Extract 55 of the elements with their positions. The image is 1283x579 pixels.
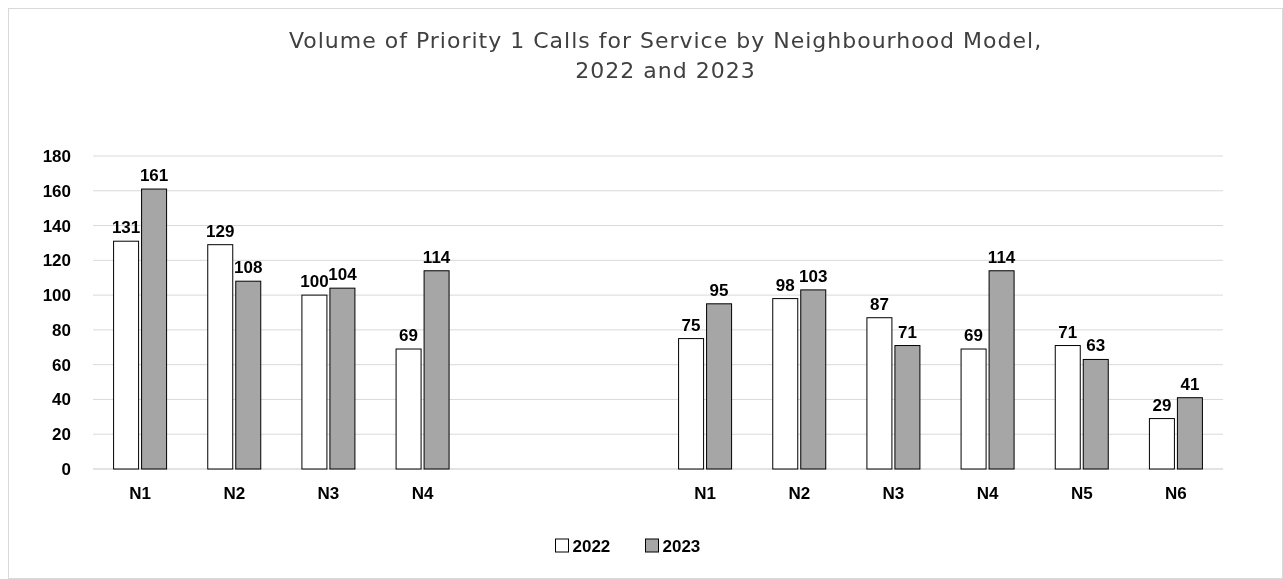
y-tick-label: 140: [42, 216, 71, 236]
data-label: 131: [111, 218, 141, 238]
x-tick-label: N6: [1165, 484, 1187, 503]
data-label: 29: [1152, 395, 1172, 415]
y-tick-label: 120: [42, 251, 71, 271]
data-label: 95: [709, 280, 729, 300]
y-tick-label: 60: [52, 355, 71, 375]
bar: [800, 289, 827, 470]
data-label: 100: [300, 272, 329, 292]
x-tick-label: N3: [882, 484, 905, 503]
bar: [235, 280, 262, 470]
data-label: 71: [897, 322, 917, 342]
y-tick-label: 0: [61, 459, 71, 479]
legend-label: 2023: [662, 536, 701, 556]
data-label: 129: [206, 221, 235, 241]
data-label: 87: [869, 294, 889, 314]
data-label: 69: [399, 326, 419, 346]
y-tick-label: 80: [52, 320, 71, 340]
x-tick-label: N1: [129, 484, 151, 503]
y-tick-label: 160: [42, 181, 71, 201]
data-label: 75: [681, 315, 701, 335]
y-tick-label: 40: [52, 390, 71, 410]
bar: [1176, 397, 1203, 470]
data-label: 69: [964, 326, 984, 346]
data-label: 71: [1058, 322, 1078, 342]
y-tick-label: 20: [52, 425, 71, 445]
data-label: 108: [234, 258, 263, 278]
x-tick-label: N1: [694, 484, 716, 503]
data-label: 114: [987, 247, 1016, 267]
y-tick-label: 100: [42, 286, 71, 306]
bar: [1082, 358, 1109, 470]
bar: [772, 298, 799, 470]
legend-label: 2022: [572, 536, 611, 556]
bar: [1148, 418, 1175, 470]
x-tick-label: N4: [411, 484, 434, 503]
bar: [113, 240, 140, 470]
x-tick-label: N5: [1070, 484, 1093, 503]
bar: [1054, 345, 1081, 470]
bar: [678, 338, 705, 470]
data-label: 114: [422, 247, 451, 267]
chart-title: Volume of Priority 1 Calls for Service by Neighbourhood Model, 2022 and 2023: [288, 28, 1043, 83]
data-label: 63: [1086, 336, 1106, 356]
bar: [706, 303, 733, 470]
data-label: 161: [139, 166, 169, 186]
x-tick-label: N3: [317, 484, 340, 503]
data-label: 41: [1180, 374, 1200, 394]
data-label: 104: [328, 265, 358, 285]
data-label: 98: [775, 275, 795, 295]
x-tick-label: N2: [223, 484, 246, 503]
bar: [141, 188, 168, 470]
bar: [207, 244, 234, 470]
x-tick-label: N4: [976, 484, 999, 503]
y-tick-label: 180: [42, 146, 71, 166]
x-tick-label: N2: [788, 484, 811, 503]
data-label: 103: [799, 266, 828, 286]
